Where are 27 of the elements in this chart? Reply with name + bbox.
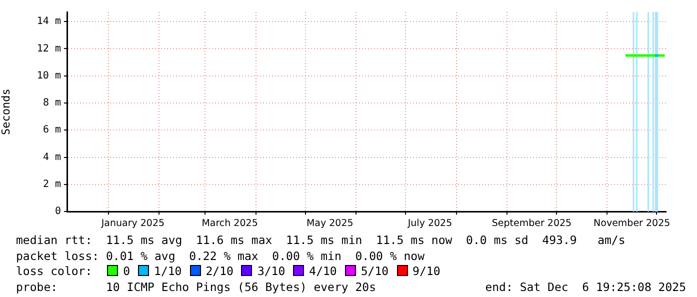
- text: median rtt: 11.5 ms avg 11.6 ms max 11.5 ms min 11.5 ms now 0.0 ms sd 493.9 am/s: [16, 233, 626, 248]
- text: end: Sat Dec 6 19:25:08 2025: [485, 280, 686, 295]
- legend-label: 0: [123, 264, 130, 278]
- y-tick-label: 8 m: [42, 98, 61, 109]
- y-tick-label: 4 m: [42, 152, 61, 163]
- x-tick-label: January 2025: [100, 218, 165, 229]
- legend-title: loss color:: [16, 264, 92, 278]
- x-tick-label: July 2025: [406, 218, 452, 229]
- x-tick-label: November 2025: [594, 218, 670, 229]
- legend-label: 1/10: [154, 264, 182, 278]
- y-tick-label: 10 m: [36, 70, 61, 82]
- y-tick-label: 6 m: [42, 124, 61, 136]
- x-tick-label: March 2025: [202, 218, 258, 229]
- y-tick-label: 2 m: [42, 179, 61, 190]
- y-tick-label: 0: [54, 206, 61, 218]
- y-axis-title: Seconds: [0, 88, 12, 135]
- x-tick-label: May 2025: [306, 218, 354, 229]
- x-tick-label: September 2025: [492, 218, 572, 229]
- text: packet loss: 0.01 % avg 0.22 % max 0.00 % min 0.00 % now: [16, 248, 426, 264]
- legend-label: 2/10: [206, 264, 234, 278]
- legend-label: 4/10: [309, 264, 337, 278]
- y-tick-label: 12 m: [36, 43, 61, 54]
- legend-label: 5/10: [360, 264, 389, 278]
- legend-label: 3/10: [257, 264, 286, 278]
- legend-label: 9/10: [412, 264, 440, 278]
- text: probe: 10 ICMP Echo Pings (56 Bytes) every 20s: [16, 280, 376, 294]
- y-tick-label: 14 m: [36, 16, 61, 28]
